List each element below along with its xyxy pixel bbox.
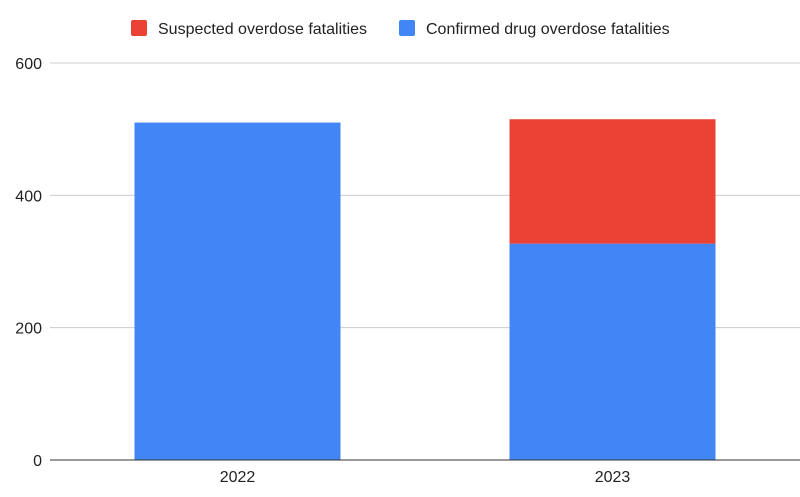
bar-2022-series-0 <box>134 122 341 461</box>
y-tick-label: 0 <box>33 453 42 470</box>
legend-swatch-series-0 <box>399 20 415 36</box>
y-axis: 0 200 400 600 <box>15 56 42 470</box>
y-tick-label: 200 <box>15 321 42 338</box>
legend-swatch-series-1 <box>131 20 147 36</box>
bar-2023-series-1 <box>509 119 716 244</box>
legend-label-series-1: Suspected overdose fatalities <box>158 21 367 38</box>
x-axis: 2022 2023 <box>50 459 800 486</box>
bar-2023-series-0 <box>509 243 716 460</box>
x-tick-label: 2022 <box>220 469 256 486</box>
y-tick-label: 400 <box>15 188 42 205</box>
legend-label-series-0: Confirmed drug overdose fatalities <box>426 21 670 38</box>
legend: Suspected overdose fatalities Confirmed d… <box>131 20 670 38</box>
x-tick-label: 2023 <box>595 469 631 486</box>
y-tick-label: 600 <box>15 56 42 73</box>
bars <box>134 119 716 461</box>
